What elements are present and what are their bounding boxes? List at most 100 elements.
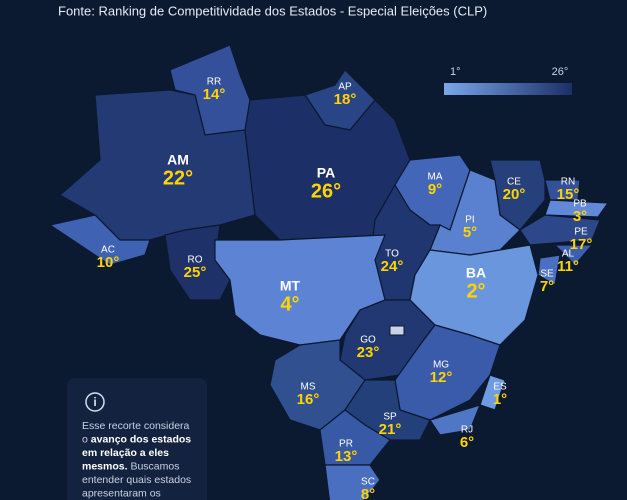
state-shape [537,254,561,286]
state-shape [479,374,506,411]
state-rank: 23° [357,344,380,361]
state-rank: 17° [570,236,593,253]
info-segment: Esse recorte considera [82,420,190,432]
state-abbr: RR [207,77,221,88]
info-segment: apresentaram os [82,487,161,499]
state-rank: 1° [493,391,507,408]
state-abbr: GO [360,335,376,346]
state-rank: 6° [460,434,474,451]
state-rank: 7° [540,278,554,295]
state-rank: 9° [428,181,442,198]
state-shape [324,464,381,500]
info-line: em relação a eles [82,447,169,459]
state-rank: 25° [184,264,207,281]
state-label: SE7° [540,269,554,295]
state-abbr: AM [167,152,189,168]
state-label: PI5° [463,215,477,241]
state-label: RJ6° [460,425,474,451]
state-rank: 13° [335,448,358,465]
state-rank: 10° [97,254,120,271]
state-abbr: MS [301,382,316,393]
info-line: mesmos. Buscamos [82,460,179,472]
state-rank: 2° [466,280,485,302]
state-abbr: SE [540,269,554,280]
state-abbr: RN [561,177,575,188]
state-abbr: AL [562,249,575,260]
state-abbr: SP [383,412,397,423]
state-abbr: AP [338,82,352,93]
state-label: BA2° [466,265,486,303]
state-rank: 12° [430,369,453,386]
info-line: entender quais estados [82,474,191,486]
state-abbr: AC [101,245,115,256]
state-shape [544,199,610,218]
state-label: MT4° [280,278,301,316]
info-line: Esse recorte considera [82,420,190,432]
state-abbr: PE [574,227,588,238]
state-rank: 22° [163,167,193,189]
state-abbr: PR [339,439,353,450]
state-shape [48,214,151,266]
info-segment: o [82,433,91,445]
state-rank: 5° [463,224,477,241]
info-icon [85,392,105,412]
state-abbr: PB [573,199,587,210]
state-abbr: MG [433,360,449,371]
state-rank: 20° [503,186,526,203]
state-rank: 18° [334,91,357,108]
state-shape [394,324,501,421]
state-label: PB3° [573,199,587,225]
state-abbr: RJ [461,425,473,436]
info-segment: Buscamos [128,460,180,472]
legend-gradient [444,83,572,95]
state-rank: 8° [361,486,375,500]
state-shape [544,179,581,201]
state-abbr: PI [465,215,474,226]
state-rank: 14° [203,86,226,103]
state-label: MA9° [428,172,443,198]
state-abbr: TO [385,249,399,260]
state-abbr: ES [493,382,507,393]
info-line: apresentaram os [82,487,161,499]
state-abbr: SC [361,477,375,488]
state-label: SC8° [361,477,375,500]
state-abbr: MT [280,278,301,294]
state-abbr: MA [428,172,443,183]
legend-min: 1° [450,66,461,78]
info-line: o avanço dos estados [82,433,191,445]
info-segment: mesmos. [82,460,128,472]
info-icon-glyph: i [93,395,96,409]
state-shape [519,214,601,246]
state-rank: 4° [280,293,299,315]
state-abbr: PA [317,165,335,181]
state-shape [429,404,482,436]
info-segment: entender quais estados [82,474,191,486]
state-abbr: CE [507,177,521,188]
state-rank: 3° [573,208,587,225]
state-shape [553,244,594,266]
legend-max: 26° [552,66,569,78]
state-rank: 16° [297,391,320,408]
state-shape [339,299,436,381]
state-abbr: BA [466,265,486,281]
state-rank: 24° [381,258,404,275]
info-segment: avanço dos estados [91,433,192,445]
